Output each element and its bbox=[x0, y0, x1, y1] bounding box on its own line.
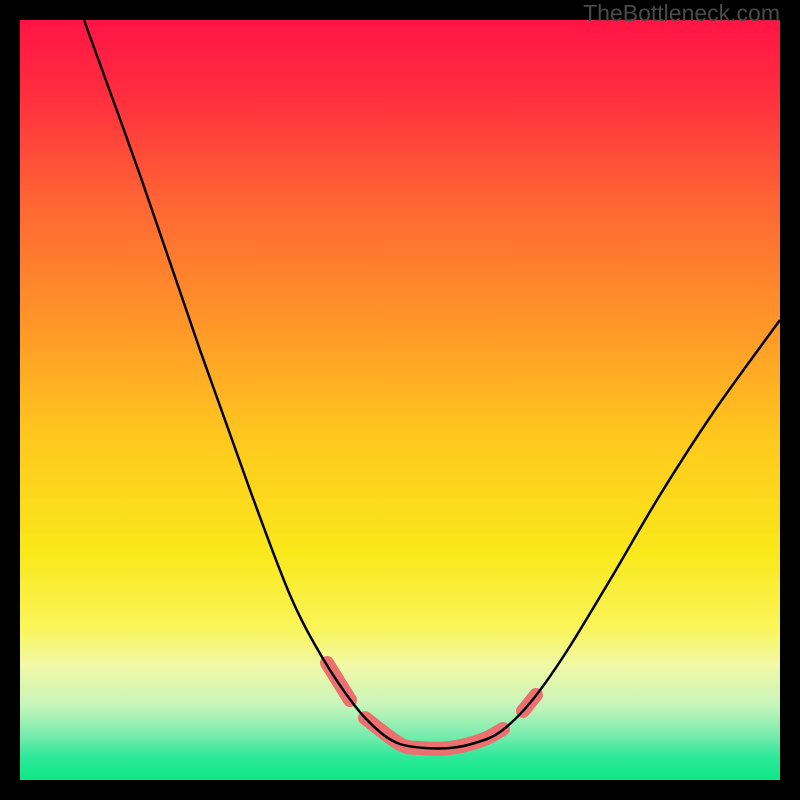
watermark-text: TheBottleneck.com bbox=[583, 0, 780, 27]
plot-area bbox=[20, 20, 780, 780]
gradient-background bbox=[20, 20, 780, 780]
chart-container: TheBottleneck.com bbox=[0, 0, 800, 800]
